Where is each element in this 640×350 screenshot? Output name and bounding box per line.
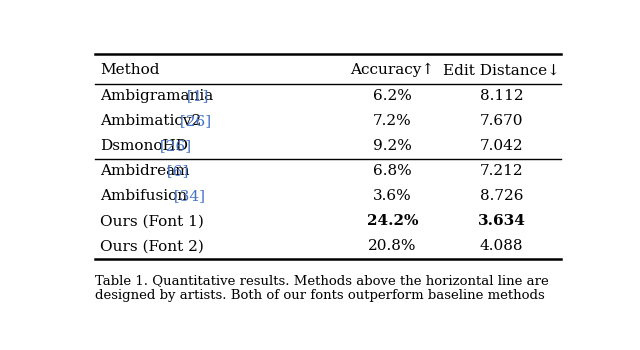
Text: 7.212: 7.212	[480, 164, 524, 178]
Text: 7.2%: 7.2%	[373, 114, 412, 128]
Text: Table 1. Quantitative results. Methods above the horizontal line are
designed by: Table 1. Quantitative results. Methods a…	[95, 274, 548, 302]
Text: Edit Distance↓: Edit Distance↓	[443, 63, 560, 77]
Text: 24.2%: 24.2%	[367, 215, 418, 229]
Text: Ambidream: Ambidream	[100, 164, 189, 178]
Text: 6.2%: 6.2%	[373, 89, 412, 103]
Text: Ambimaticv2: Ambimaticv2	[100, 114, 201, 128]
Text: [6]: [6]	[162, 164, 188, 178]
Text: Accuracy↑: Accuracy↑	[351, 63, 435, 77]
Text: 4.088: 4.088	[480, 239, 524, 253]
Text: [26]: [26]	[155, 139, 191, 153]
Text: 9.2%: 9.2%	[373, 139, 412, 153]
Text: Method: Method	[100, 63, 159, 77]
Text: [26]: [26]	[175, 114, 211, 128]
Text: 8.726: 8.726	[480, 189, 524, 203]
Text: Ours (Font 1): Ours (Font 1)	[100, 215, 204, 229]
Text: 20.8%: 20.8%	[368, 239, 417, 253]
Text: Ambifusion: Ambifusion	[100, 189, 187, 203]
Text: Ours (Font 2): Ours (Font 2)	[100, 239, 204, 253]
Text: DsmonoHD: DsmonoHD	[100, 139, 188, 153]
Text: 3.6%: 3.6%	[373, 189, 412, 203]
Text: 6.8%: 6.8%	[373, 164, 412, 178]
Text: [34]: [34]	[168, 189, 205, 203]
Text: Ambigramania: Ambigramania	[100, 89, 213, 103]
Text: [1]: [1]	[182, 89, 209, 103]
Text: 3.634: 3.634	[477, 215, 525, 229]
Text: 7.042: 7.042	[480, 139, 524, 153]
Text: 7.670: 7.670	[480, 114, 524, 128]
Text: 8.112: 8.112	[480, 89, 524, 103]
